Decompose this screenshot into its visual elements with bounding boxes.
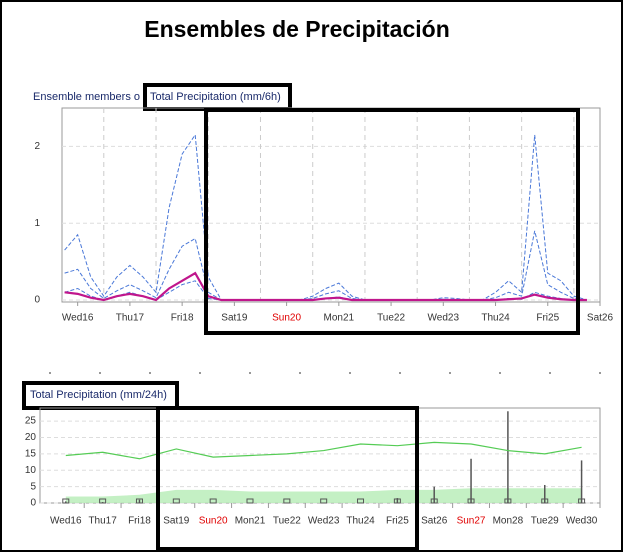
x-tick-label: Mon21 — [324, 313, 355, 324]
y-tick-label: 5 — [30, 481, 36, 492]
whisker-box — [99, 498, 107, 504]
series-line — [64, 230, 588, 301]
x-tick-label: Thu24 — [346, 516, 375, 527]
y-tick-label: 10 — [25, 465, 37, 476]
x-tick-label: Wed23 — [428, 313, 460, 324]
separator-dot — [499, 372, 501, 374]
x-tick-label: Thu17 — [116, 313, 145, 324]
separator-dot — [399, 372, 401, 374]
x-tick-label: Sat26 — [421, 516, 448, 527]
x-tick-label: Sun20 — [199, 516, 228, 527]
x-tick-label: Mon28 — [493, 516, 524, 527]
series-line — [64, 133, 588, 301]
x-tick-label: Thu17 — [88, 516, 117, 527]
x-tick-label: Fri25 — [536, 313, 559, 324]
x-tick-label: Sat26 — [587, 313, 614, 324]
whisker-box — [393, 498, 401, 504]
whisker-box — [283, 498, 291, 504]
separator-dot — [149, 372, 151, 374]
x-tick-label: Wed16 — [50, 516, 82, 527]
chart-title: Ensemble members o — [33, 91, 140, 103]
y-tick-label: 2 — [34, 141, 40, 152]
whisker-box — [541, 498, 549, 504]
separator-dot — [199, 372, 201, 374]
y-tick-label: 1 — [34, 218, 40, 229]
whisker-box — [62, 498, 70, 504]
separator-dot — [599, 372, 601, 374]
x-tick-label: Wed30 — [566, 516, 598, 527]
whisker-box — [357, 498, 365, 504]
x-tick-label: Mon21 — [235, 516, 266, 527]
highlight-box — [156, 406, 419, 551]
separator-dot — [449, 372, 451, 374]
plot-frame — [61, 107, 601, 303]
page-title: Ensembles de Precipitación — [144, 16, 450, 42]
whisker-box — [135, 498, 143, 504]
separator-dot — [549, 372, 551, 374]
x-tick-label: Fri25 — [386, 516, 409, 527]
series-line — [64, 271, 587, 302]
y-tick-label: 0 — [30, 498, 36, 509]
x-tick-label: Fri18 — [128, 516, 151, 527]
whisker-box — [209, 498, 217, 504]
x-tick-label: Sun20 — [272, 313, 301, 324]
series-area — [65, 488, 582, 503]
whisker-box — [246, 498, 254, 504]
separator-dot — [99, 372, 101, 374]
x-tick-label: Wed23 — [308, 516, 340, 527]
chart-title: Total Precipitation (mm/24h) — [30, 389, 167, 401]
whisker-box — [504, 498, 512, 504]
x-tick-label: Sat19 — [221, 313, 248, 324]
separator-dot — [249, 372, 251, 374]
whisker-box — [172, 498, 180, 504]
x-tick-label: Fri18 — [171, 313, 194, 324]
separator-dot — [349, 372, 351, 374]
chart-annotation: Total Precipitation (mm/6h) — [150, 91, 281, 103]
y-tick-label: 25 — [25, 416, 37, 427]
whisker-box — [578, 498, 586, 504]
x-tick-label: Sun27 — [457, 516, 486, 527]
series-line — [65, 441, 582, 460]
x-tick-label: Tue22 — [377, 313, 405, 324]
x-tick-label: Wed16 — [62, 313, 94, 324]
y-tick-label: 20 — [25, 432, 37, 443]
separator-dot — [49, 372, 51, 374]
x-tick-label: Sat19 — [163, 516, 190, 527]
highlight-box — [204, 108, 580, 335]
x-tick-label: Thu24 — [481, 313, 510, 324]
x-tick-label: Tue29 — [531, 516, 559, 527]
x-tick-label: Tue22 — [273, 516, 301, 527]
y-tick-label: 15 — [25, 449, 37, 460]
whisker-box — [430, 498, 438, 504]
separator-dot — [299, 372, 301, 374]
y-tick-label: 0 — [34, 295, 40, 306]
whisker-box — [467, 498, 475, 504]
whisker-box — [320, 498, 328, 504]
